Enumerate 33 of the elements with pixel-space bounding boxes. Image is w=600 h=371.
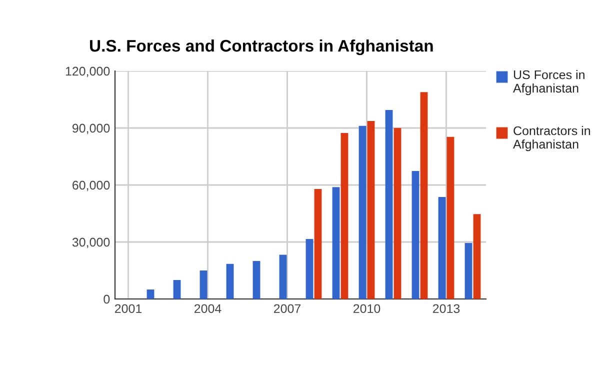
bar [146, 290, 154, 299]
legend-label: Contractors in Afghanistan [513, 126, 590, 152]
bar [279, 254, 287, 299]
bar [252, 261, 260, 299]
bar [173, 280, 181, 299]
bar [420, 92, 428, 299]
x-tick-label: 2013 [432, 304, 460, 314]
bar [394, 128, 402, 299]
y-tick-label: 30,000 [72, 238, 110, 248]
x-tick-label: 2010 [353, 304, 380, 314]
bar [200, 270, 208, 299]
bar [412, 170, 420, 299]
bar [314, 188, 322, 299]
bar [340, 132, 348, 299]
bar [226, 264, 234, 299]
bar [438, 196, 446, 299]
y-tick-label: 90,000 [72, 124, 110, 134]
x-tick-label: 2007 [274, 304, 301, 314]
bar [446, 136, 454, 299]
bar [367, 120, 375, 299]
bar [306, 238, 314, 299]
bar [385, 110, 393, 299]
bar [464, 242, 472, 299]
bar [332, 187, 340, 299]
x-tick-label: 2004 [194, 304, 222, 314]
y-tick-label: 0 [104, 294, 110, 304]
y-tick-label: 60,000 [72, 180, 110, 192]
bar [358, 126, 366, 299]
y-tick-label: 120,000 [66, 66, 110, 78]
bar [473, 214, 481, 299]
chart-title: U.S. Forces and Contractors in Afghanistan [90, 39, 433, 56]
legend-label: US Forces in Afghanistan [513, 70, 584, 96]
x-tick-label: 2001 [114, 304, 142, 314]
